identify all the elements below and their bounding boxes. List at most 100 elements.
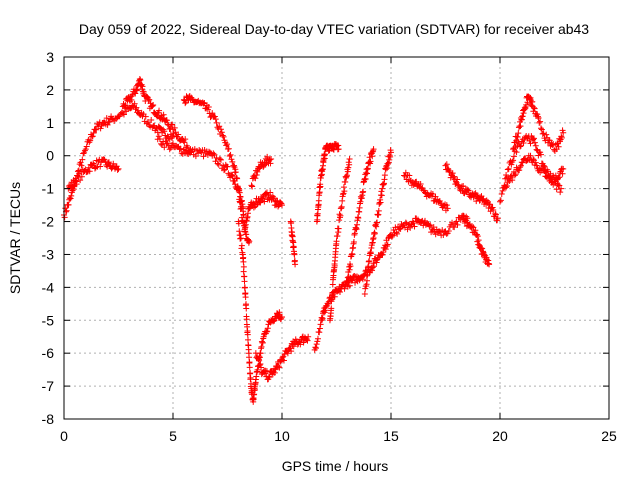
- data-point: [336, 288, 343, 295]
- data-point: [287, 345, 294, 352]
- data-point: [221, 166, 228, 173]
- data-point: [337, 212, 344, 219]
- data-point: [503, 171, 510, 178]
- y-tick-label: -7: [42, 378, 55, 394]
- data-point: [284, 350, 291, 357]
- data-point: [110, 160, 117, 167]
- data-point: [553, 186, 560, 193]
- data-point: [167, 125, 174, 132]
- data-point: [228, 172, 235, 179]
- data-point: [533, 162, 540, 169]
- data-point: [262, 190, 269, 197]
- data-point: [406, 172, 413, 179]
- x-tick-label: 0: [60, 428, 68, 444]
- data-point: [417, 181, 424, 188]
- data-point: [207, 149, 214, 156]
- data-point: [279, 202, 285, 209]
- data-point: [270, 318, 277, 325]
- data-point: [72, 178, 79, 185]
- data-point: [341, 188, 348, 195]
- data-point: [238, 242, 245, 249]
- data-point: [499, 187, 506, 194]
- data-point: [379, 251, 386, 258]
- data-point: [532, 159, 539, 166]
- data-point: [504, 166, 511, 173]
- data-point: [364, 277, 371, 284]
- data-point: [377, 199, 384, 206]
- data-point: [554, 175, 561, 182]
- data-point: [156, 135, 163, 142]
- data-point: [350, 238, 357, 245]
- data-point: [167, 144, 174, 151]
- series-track-h: [241, 189, 285, 232]
- data-point: [364, 271, 371, 278]
- data-point: [261, 198, 268, 205]
- data-point: [513, 149, 520, 156]
- data-point: [166, 146, 173, 153]
- data-point: [480, 195, 487, 202]
- data-point: [440, 231, 447, 238]
- data-point: [265, 373, 272, 380]
- data-point: [276, 364, 283, 371]
- data-point: [558, 133, 565, 140]
- data-point: [404, 226, 411, 233]
- data-point: [422, 189, 429, 196]
- data-point: [556, 182, 563, 189]
- data-point: [183, 147, 190, 154]
- data-point: [243, 316, 250, 323]
- data-point: [263, 328, 270, 335]
- data-point: [346, 266, 353, 273]
- data-point: [346, 161, 353, 168]
- data-point: [128, 96, 135, 103]
- data-point: [105, 159, 112, 166]
- data-point: [129, 92, 136, 99]
- data-point: [384, 241, 391, 248]
- data-point: [115, 165, 122, 172]
- data-point: [254, 168, 261, 175]
- data-point: [85, 164, 92, 171]
- data-point: [538, 126, 545, 133]
- y-tick-label: -3: [42, 246, 55, 262]
- data-point: [516, 167, 523, 174]
- data-point: [534, 113, 541, 120]
- data-point: [460, 182, 467, 189]
- data-point: [266, 374, 273, 381]
- data-point: [272, 366, 279, 373]
- data-point: [441, 202, 448, 209]
- data-point: [235, 220, 242, 227]
- data-point: [252, 175, 259, 182]
- data-point: [278, 200, 285, 207]
- y-tick-label: -8: [42, 411, 55, 427]
- data-point: [238, 235, 245, 242]
- data-point: [258, 364, 265, 371]
- data-point: [240, 212, 247, 219]
- data-point: [355, 215, 362, 222]
- data-point: [78, 162, 85, 169]
- data-point: [229, 173, 236, 180]
- data-point: [228, 156, 235, 163]
- data-point: [291, 251, 298, 258]
- data-point: [515, 124, 522, 131]
- data-point: [224, 163, 231, 170]
- data-point: [336, 217, 343, 224]
- series-track-j: [287, 218, 299, 268]
- data-point: [537, 125, 544, 132]
- data-point: [345, 164, 352, 171]
- data-point: [364, 165, 371, 172]
- data-point: [315, 197, 322, 204]
- data-point: [507, 173, 514, 180]
- data-point: [328, 305, 335, 312]
- data-point: [503, 184, 510, 191]
- data-point: [334, 233, 341, 240]
- data-point: [540, 167, 547, 174]
- data-point: [226, 152, 233, 159]
- data-point: [498, 190, 505, 197]
- data-point: [517, 142, 524, 149]
- data-point: [444, 205, 451, 212]
- data-point: [465, 187, 472, 194]
- data-points: [61, 75, 567, 405]
- data-point: [215, 161, 222, 168]
- data-point: [426, 222, 433, 229]
- data-point: [454, 221, 461, 228]
- data-point: [527, 140, 534, 147]
